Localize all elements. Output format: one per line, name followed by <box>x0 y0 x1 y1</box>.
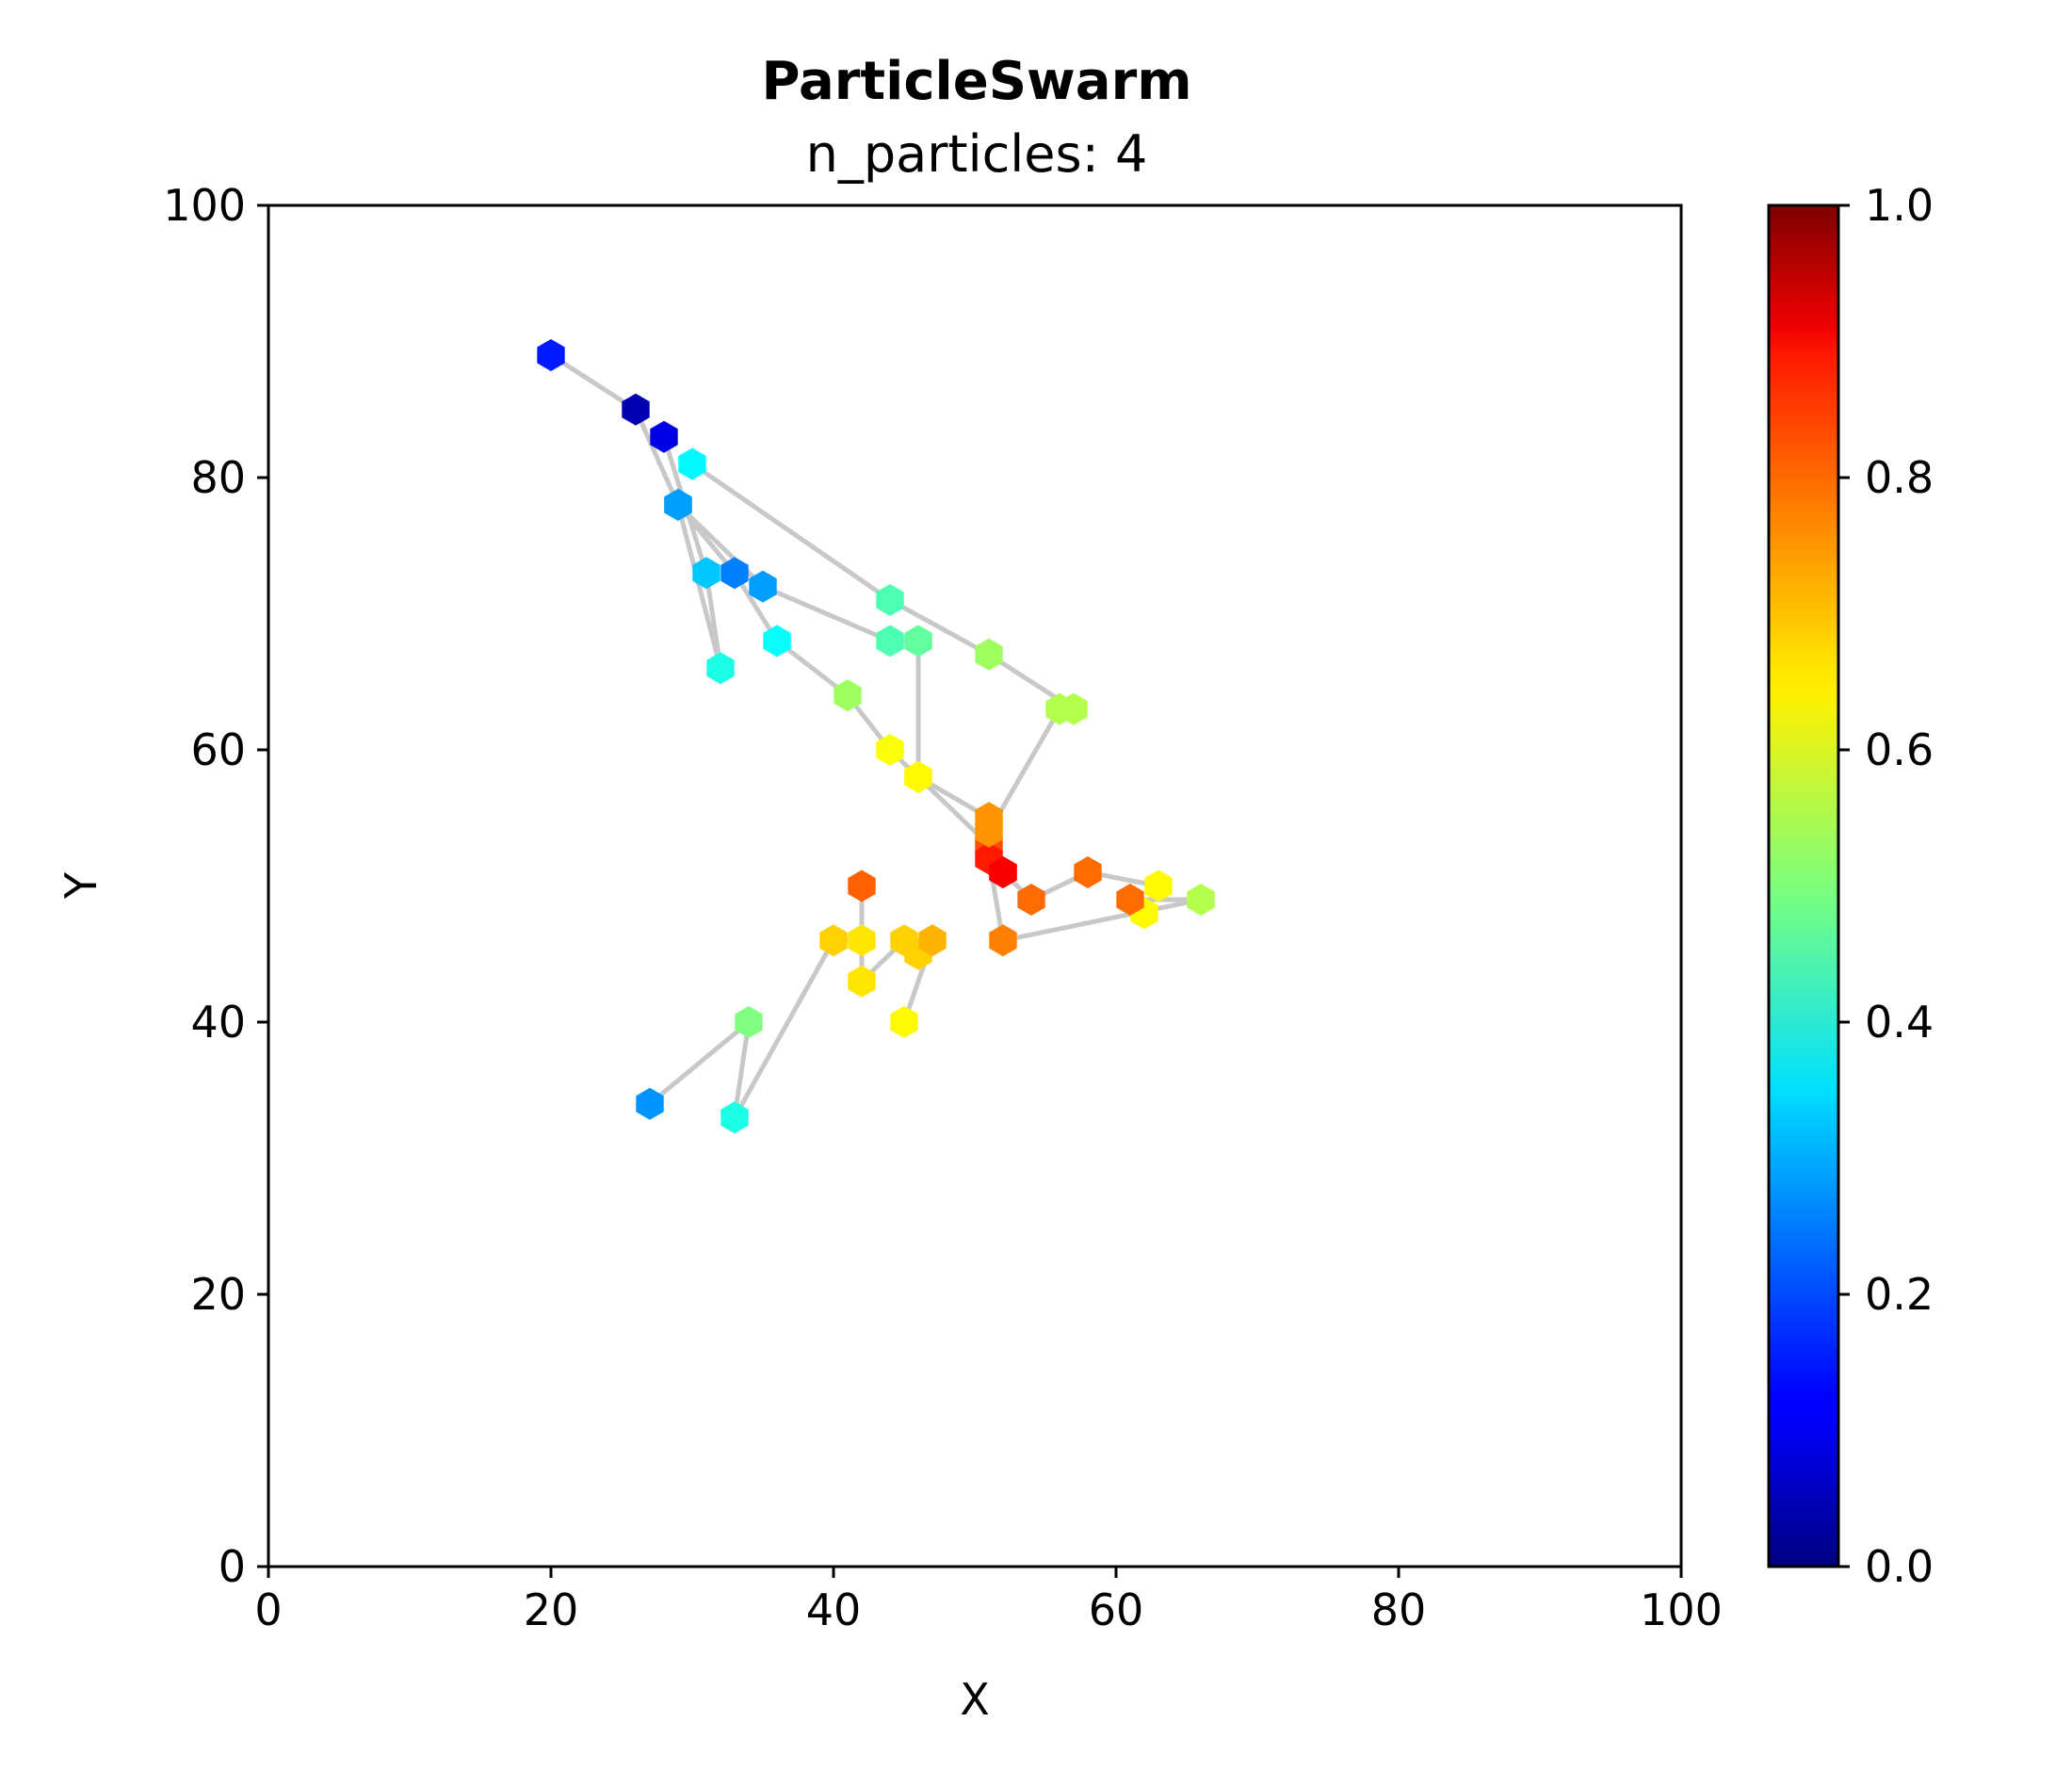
x-tick-label: 0 <box>254 1584 282 1635</box>
particle-point-3-6 <box>975 815 1003 848</box>
particle-point-1-6 <box>834 679 862 712</box>
chart-title: ParticleSwarm <box>761 51 1191 112</box>
y-tick-label: 40 <box>190 997 246 1048</box>
y-axis-label: Y <box>56 871 106 900</box>
y-axis-ticks: 0 20 40 60 80 100 <box>163 180 268 1592</box>
particle-point-1-4 <box>720 557 749 590</box>
particle-point-4-1 <box>636 1087 664 1120</box>
particle-points <box>537 339 1215 1134</box>
y-tick-label: 100 <box>163 180 246 231</box>
particle-point-3-1 <box>678 447 706 480</box>
particle-point-1-13 <box>1144 869 1173 902</box>
particle-point-4-4 <box>819 924 848 957</box>
colorbar-tick-label: 1.0 <box>1865 180 1934 231</box>
particle-point-3-3 <box>975 638 1003 671</box>
x-tick-label: 40 <box>806 1584 862 1635</box>
x-tick-label: 20 <box>524 1584 579 1635</box>
particle-point-2-3 <box>706 652 735 685</box>
x-tick-label: 60 <box>1089 1584 1144 1635</box>
trajectory-line-1 <box>548 352 1161 916</box>
colorbar-tick-label: 0.4 <box>1865 997 1934 1048</box>
colorbar-ticks: 0.0 0.2 0.4 0.6 0.8 1.0 <box>1838 180 1934 1592</box>
colorbar <box>1767 203 1840 1568</box>
particle-point-4-2 <box>735 1006 763 1038</box>
particle-point-2-1 <box>650 420 678 453</box>
particle-point-2-4 <box>664 488 692 521</box>
chart-subtitle: n_particles: 4 <box>806 124 1148 184</box>
trajectory-line-2 <box>661 434 1204 943</box>
particle-point-1-2 <box>622 393 650 426</box>
x-axis-ticks: 0 20 40 60 80 100 <box>254 1567 1723 1635</box>
colorbar-tick-label: 0.2 <box>1865 1269 1934 1320</box>
trajectory-line-3 <box>689 462 1076 875</box>
particle-point-1-1 <box>537 339 565 371</box>
particle-point-2-5 <box>749 570 777 603</box>
colorbar-tick-label: 0.0 <box>1865 1541 1934 1592</box>
particle-point-4-5 <box>848 924 876 957</box>
particle-point-1-5 <box>763 625 791 658</box>
colorbar-tick-label: 0.6 <box>1865 724 1934 775</box>
particle-point-2-11 <box>989 924 1017 957</box>
particle-point-2-13 <box>1116 884 1144 916</box>
particle-point-4-11 <box>890 1006 918 1038</box>
particle-point-1-11 <box>1017 884 1045 916</box>
particle-point-4-10 <box>918 924 947 957</box>
particle-point-3-2 <box>876 584 904 616</box>
particle-point-2-7 <box>904 625 932 658</box>
plot-frame <box>267 203 1683 1568</box>
x-tick-label: 100 <box>1640 1584 1723 1635</box>
y-tick-label: 80 <box>190 452 246 503</box>
particle-point-3-5 <box>1045 692 1074 725</box>
trajectory-line-4 <box>647 884 935 1120</box>
y-tick-label: 20 <box>190 1269 246 1320</box>
y-tick-label: 0 <box>219 1541 246 1592</box>
particle-point-3-7 <box>989 856 1017 888</box>
x-axis-label: X <box>960 1674 990 1725</box>
y-tick-label: 60 <box>190 724 246 775</box>
particle-point-2-8 <box>904 760 932 793</box>
colorbar-tick-label: 0.8 <box>1865 452 1934 503</box>
particle-point-4-6 <box>848 869 876 902</box>
particle-point-1-7 <box>876 734 904 766</box>
particle-point-4-3 <box>720 1101 749 1134</box>
particle-point-2-12 <box>1187 884 1215 916</box>
x-tick-label: 80 <box>1371 1584 1427 1635</box>
particle-point-4-7 <box>848 965 876 998</box>
particle-point-1-12 <box>1074 856 1102 888</box>
particle-point-2-2 <box>692 557 720 590</box>
trajectory-lines <box>548 352 1204 1120</box>
particle-point-2-6 <box>876 625 904 658</box>
